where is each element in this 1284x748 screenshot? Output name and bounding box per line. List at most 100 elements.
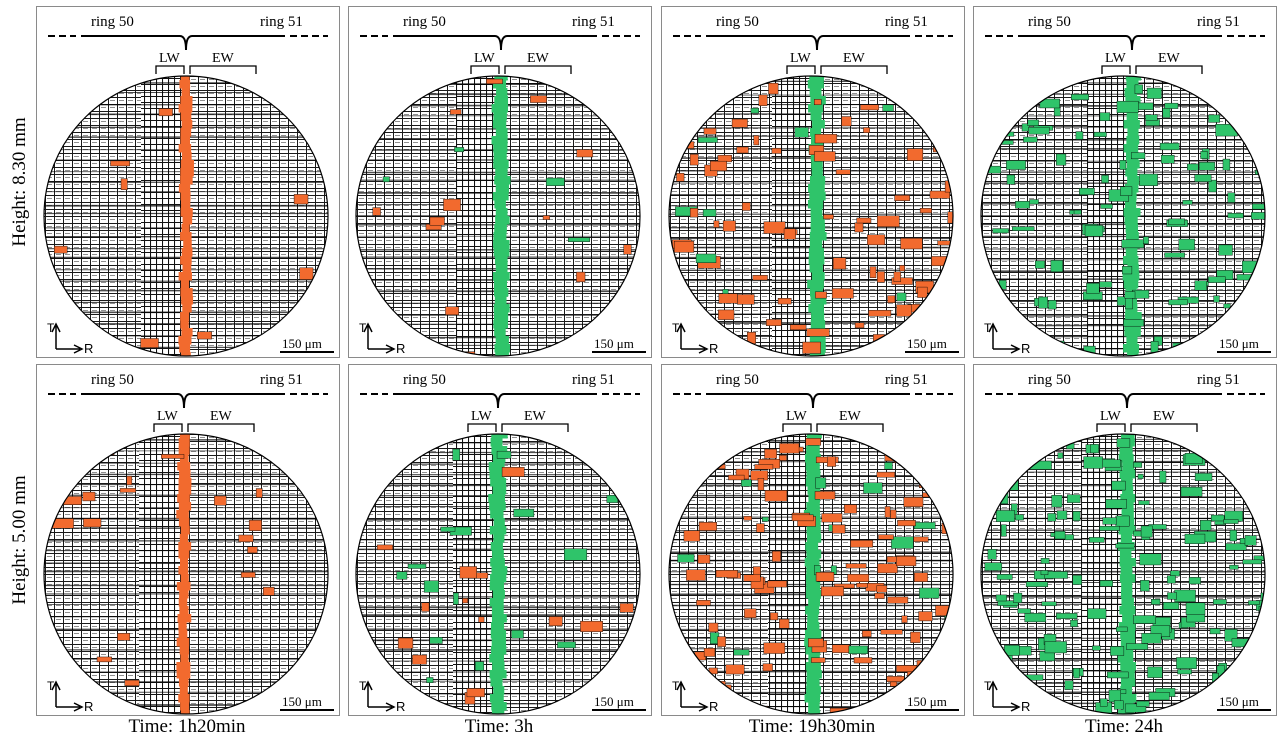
filled-cell-patch [1174,589,1196,602]
boundary-band-segment [180,168,194,177]
filled-cell-patch [947,211,953,224]
filled-cell-patch [722,220,736,232]
boundary-band-segment [808,256,825,265]
ring-50-label: ring 50 [1028,372,1071,388]
filled-cell-patch [1108,689,1121,703]
boundary-band-segment [1120,646,1134,655]
boundary-band-segment [1123,120,1140,129]
boundary-band-segment [496,88,508,97]
boundary-band-segment [489,694,504,703]
filled-cell-patch [1064,534,1074,541]
boundary-band-segment [810,216,825,225]
filled-cell-patch [542,215,550,220]
filled-cell-patch [863,482,883,494]
boundary-band-segment [1125,312,1142,321]
boundary-band-segment [809,88,822,97]
boundary-band-segment [494,176,511,185]
boundary-band-segment [1125,96,1141,105]
boundary-band-segment [179,434,190,439]
filled-cell-patch [772,550,781,562]
filled-cell-patch [831,644,851,653]
boundary-band-segment [805,606,820,615]
filled-cell-patch [475,661,485,671]
boundary-band-segment [1121,598,1134,607]
filled-cell-patch [886,676,905,682]
filled-cell-patch [1164,102,1179,109]
filled-cell-patch [1006,174,1015,185]
boundary-band-segment [491,104,509,113]
axis-r-label: R [1021,341,1030,356]
filled-cell-patch [1092,645,1101,651]
earlywood-bracket [187,423,255,432]
filled-cell-patch [1056,613,1078,619]
filled-cell-patch [54,245,68,254]
filled-cell-patch [1229,529,1237,542]
boundary-band-segment [493,686,505,695]
boundary-band-segment [1122,462,1135,471]
boundary-band-segment [806,434,822,439]
ring-51-label: ring 51 [572,14,615,30]
boundary-band-segment [1127,176,1140,185]
boundary-band-segment [178,550,190,559]
boundary-band-segment [806,670,822,679]
filled-cell-patch [783,228,796,240]
boundary-band-segment [492,662,505,671]
filled-cell-patch [737,294,755,305]
boundary-band-segment [177,494,190,503]
boundary-band-segment [493,80,507,89]
filled-cell-patch [689,208,699,218]
boundary-band-segment [179,686,188,695]
ring-50-label: ring 50 [403,372,446,388]
boundary-band-segment [494,200,506,209]
boundary-band-segment [490,678,503,687]
latewood-label: LW [1100,409,1122,424]
boundary-band-segment [1127,128,1139,137]
filled-cell-patch [863,127,870,134]
filled-cell-patch [1194,280,1207,291]
boundary-band-segment [1126,80,1139,89]
boundary-band-segment [178,566,189,575]
scale-bar-label: 150 μm [282,694,322,709]
filled-cell-patch [412,654,427,665]
filled-cell-patch [903,497,924,507]
column-label-time: Time: 24h [1085,716,1163,737]
boundary-band-segment [1125,224,1138,233]
boundary-band-segment [1127,264,1139,273]
filled-cell-patch [992,228,1009,234]
filled-cell-patch [1167,592,1177,600]
filled-cell-patch [896,304,912,317]
boundary-band-segment [181,224,190,233]
boundary-band-segment [1119,550,1132,559]
filled-cell-patch [1028,126,1050,135]
boundary-band-segment [176,670,191,679]
boundary-band-segment [181,152,192,161]
filled-cell-patch [1121,239,1145,249]
filled-cell-patch [478,616,485,623]
latewood-bracket [470,65,500,74]
filled-cell-patch [1186,613,1206,623]
ring-51-label: ring 51 [1197,372,1240,388]
filled-cell-patch [429,216,445,226]
boundary-band-segment [494,224,507,233]
filled-cell-patch [445,306,459,316]
boundary-band-segment [493,152,507,161]
filled-cell-patch [931,256,953,267]
filled-cell-patch [715,570,738,578]
filled-cell-patch [513,508,535,518]
boundary-band-segment [807,80,824,89]
filled-cell-patch [1032,716,1047,727]
filled-cell-patch [1054,531,1066,540]
filled-cell-patch [834,583,855,589]
boundary-band-segment [494,344,511,353]
ring-50-label: ring 50 [1028,14,1071,30]
earlywood-label: EW [1153,409,1176,424]
ring-boundary-bracket [1018,35,1222,51]
boundary-band-segment [490,510,504,519]
filled-cell-patch [453,592,459,605]
filled-cell-patch [196,331,212,340]
filled-cell-patch [725,664,745,675]
axis-r-label: R [709,341,718,356]
filled-cell-patch [623,244,632,255]
